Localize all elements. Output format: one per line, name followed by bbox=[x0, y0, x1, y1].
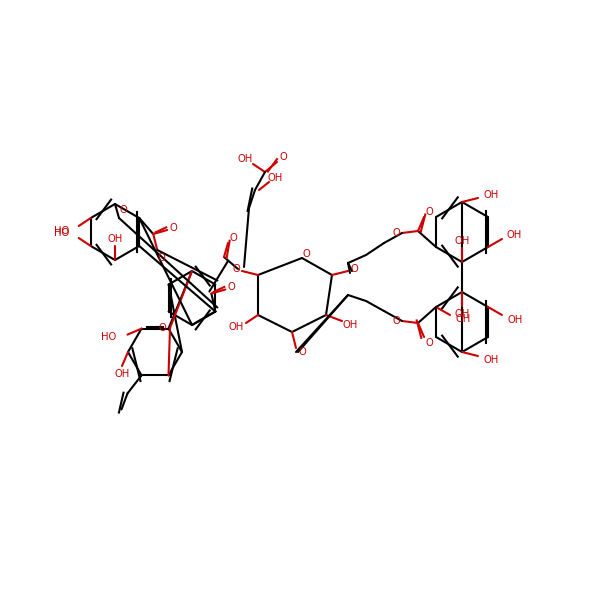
Text: OH: OH bbox=[484, 190, 499, 200]
Text: OH: OH bbox=[508, 315, 523, 325]
Text: O: O bbox=[119, 205, 127, 215]
Text: OH: OH bbox=[107, 234, 122, 244]
Text: OH: OH bbox=[268, 173, 283, 183]
Text: O: O bbox=[227, 283, 235, 292]
Text: O: O bbox=[392, 316, 400, 326]
Text: O: O bbox=[157, 253, 165, 263]
Text: OH: OH bbox=[238, 154, 253, 164]
Text: O: O bbox=[298, 347, 306, 357]
Text: O: O bbox=[229, 233, 237, 243]
Text: O: O bbox=[425, 207, 433, 217]
Text: HO: HO bbox=[101, 332, 116, 341]
Text: HO: HO bbox=[53, 228, 69, 238]
Text: O: O bbox=[425, 338, 433, 348]
Text: OH: OH bbox=[343, 320, 358, 330]
Text: O: O bbox=[232, 264, 240, 274]
Text: O: O bbox=[302, 249, 310, 259]
Text: OH: OH bbox=[115, 369, 130, 379]
Text: HO: HO bbox=[53, 226, 69, 236]
Text: OH: OH bbox=[229, 322, 244, 332]
Text: OH: OH bbox=[454, 309, 470, 319]
Text: O: O bbox=[350, 264, 358, 274]
Text: O: O bbox=[392, 228, 400, 238]
Text: OH: OH bbox=[484, 355, 499, 365]
Text: OH: OH bbox=[454, 236, 470, 246]
Text: O: O bbox=[279, 152, 287, 162]
Text: OH: OH bbox=[455, 314, 470, 324]
Text: OH: OH bbox=[506, 230, 521, 240]
Text: O: O bbox=[169, 223, 177, 233]
Text: O: O bbox=[158, 323, 166, 333]
